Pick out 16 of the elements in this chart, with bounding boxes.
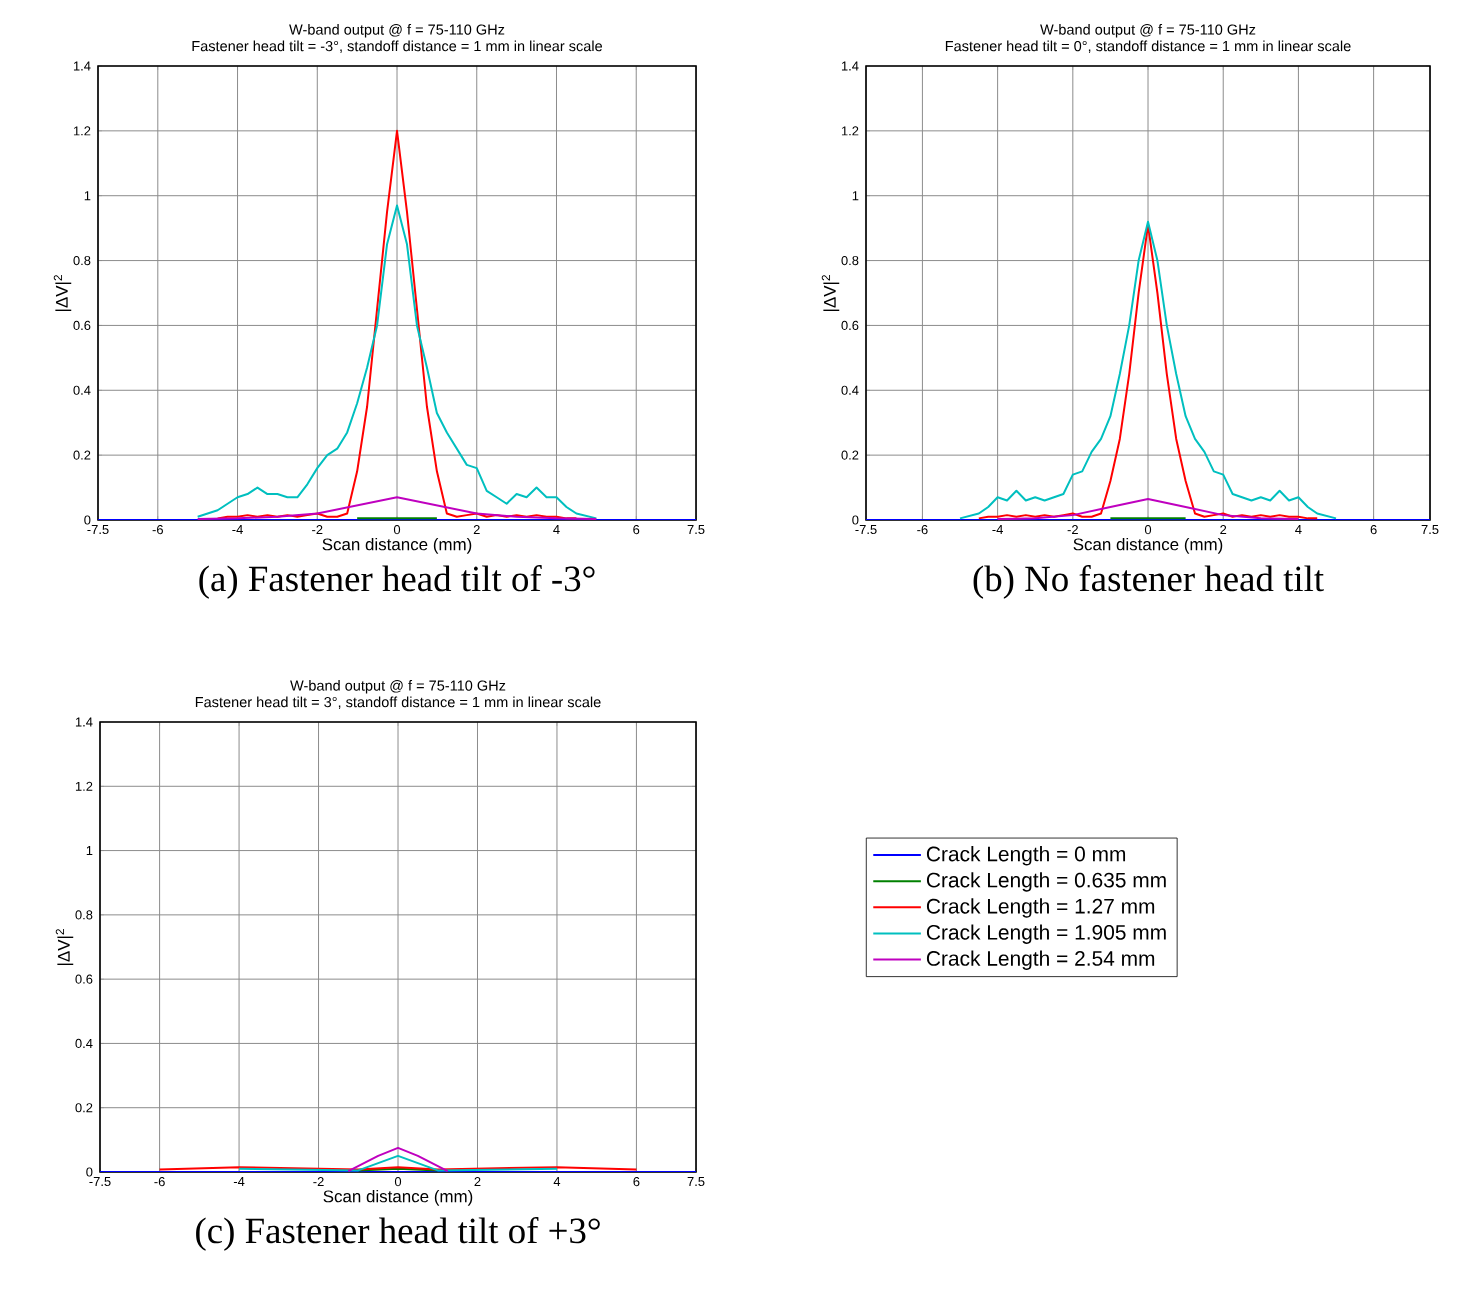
legend-label: Crack Length = 2.54 mm — [926, 950, 1155, 970]
text: (b) No fastener head tilt — [973, 565, 1324, 599]
legend-label: Crack Length = 1.905 mm — [926, 924, 1166, 944]
x-axis-title: Scan distance (mm) — [323, 1189, 473, 1206]
legend-label: Crack Length = 1.27 mm — [926, 898, 1155, 918]
line-series — [996, 497, 1300, 520]
legend-label: Crack Length = 0.635 mm — [926, 872, 1166, 892]
y-axis-title: |ΔV|$^{2}$ — [53, 275, 72, 311]
text: (c) Fastener head tilt of +3° — [196, 1217, 600, 1251]
x-axis-title: Scan distance (mm) — [1073, 537, 1223, 554]
text: (a) Fastener head tilt of -3° — [199, 565, 595, 599]
legend-label: Crack Length = 0 mm — [926, 846, 1126, 866]
y-axis-title: |ΔV|$^{2}$ — [55, 929, 74, 965]
x-axis-title: Scan distance (mm) — [322, 537, 472, 554]
line-series — [216, 129, 578, 520]
y-axis-title: |ΔV|$^{2}$ — [821, 275, 840, 311]
